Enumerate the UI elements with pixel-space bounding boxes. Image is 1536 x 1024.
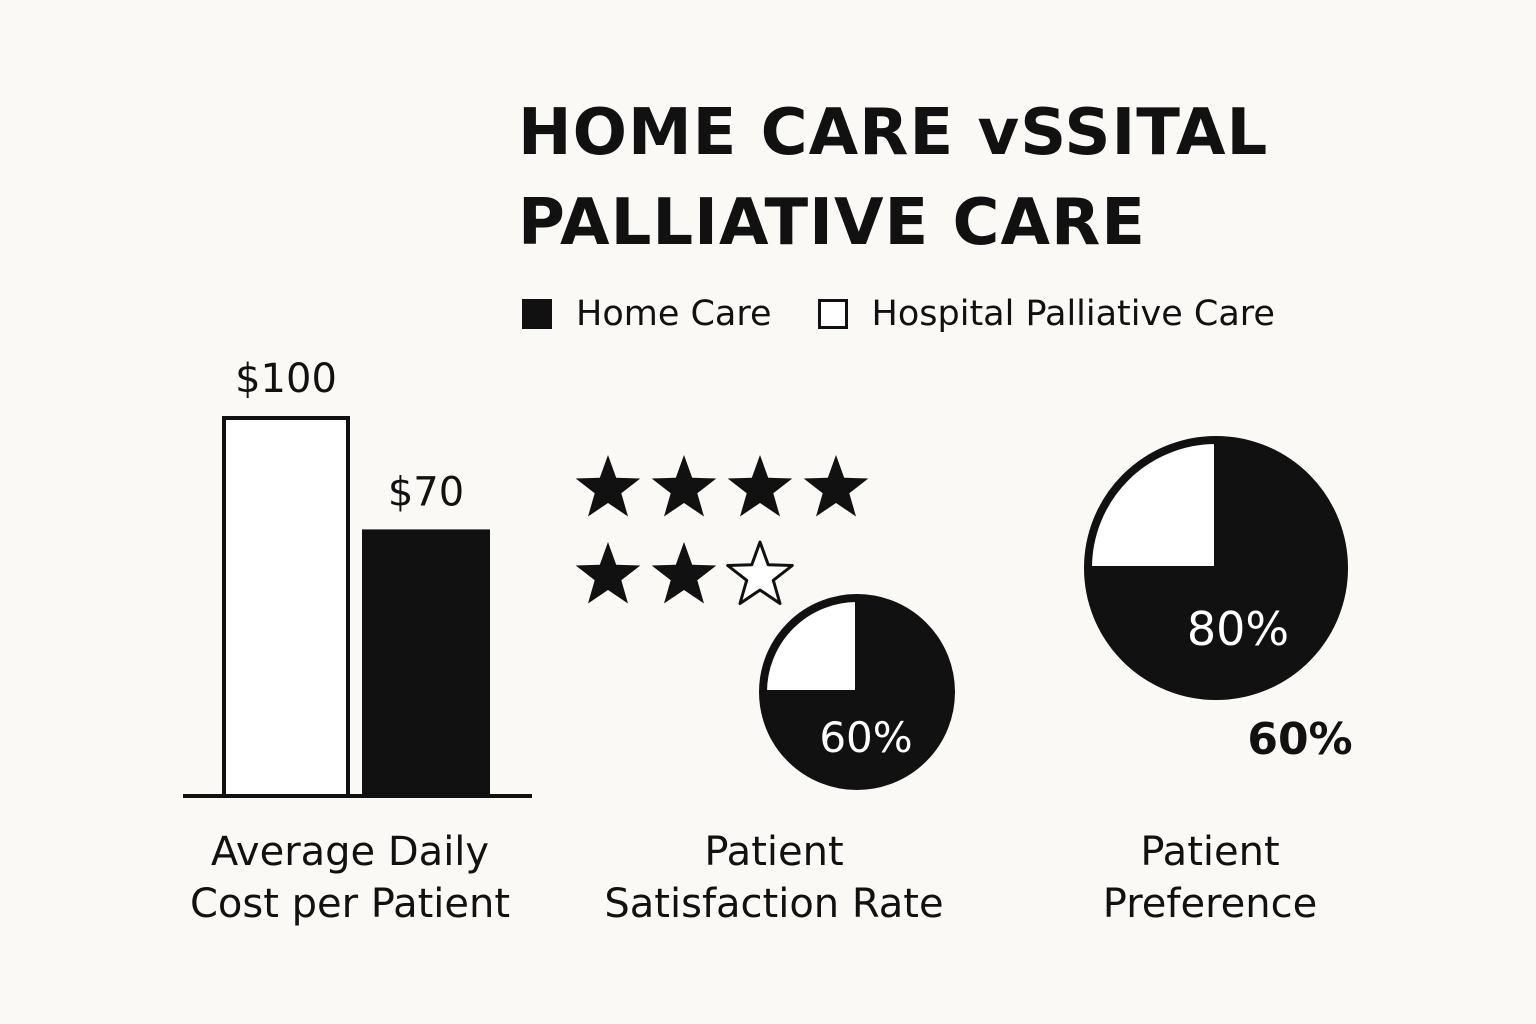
star-filled-icon (727, 455, 793, 517)
preference-pie-label: 80% (1187, 602, 1289, 656)
legend-label-hospital: Hospital Palliative Care (871, 294, 1275, 334)
caption-cost-line-1: Average Daily (210, 829, 490, 875)
star-filled-icon (575, 542, 641, 604)
preference-extra-label: 60% (1247, 714, 1352, 765)
star-outline-icon (726, 540, 794, 605)
bar-value-label-hospital: $100 (235, 356, 337, 402)
star-filled-icon (651, 455, 717, 517)
chart-title: HOME CARE vSSITAL PALLIATIVE CARE (518, 88, 1418, 268)
caption-preference: Patient Preference (1010, 826, 1410, 930)
bar-home-care (362, 529, 490, 799)
preference-pie-empty-slice (1087, 439, 1218, 570)
legend-swatch-home-care (522, 299, 552, 329)
legend-item-home-care: Home Care (522, 294, 772, 334)
caption-cost: Average Daily Cost per Patient (150, 826, 550, 930)
satisfaction-pie-label: 60% (819, 713, 912, 762)
title-line-2: PALLIATIVE CARE (518, 186, 1146, 260)
title-line-1: HOME CARE vSSITAL (518, 96, 1269, 170)
legend: Home Care Hospital Palliative Care (522, 294, 1321, 334)
caption-preference-line-1: Patient (1140, 829, 1280, 875)
caption-cost-line-2: Cost per Patient (189, 881, 511, 927)
star-filled-icon (575, 455, 641, 517)
legend-item-hospital: Hospital Palliative Care (817, 294, 1275, 334)
caption-satisfaction: Patient Satisfaction Rate (574, 826, 974, 930)
satisfaction-pie-empty-slice (762, 597, 859, 694)
caption-satisfaction-line-2: Satisfaction Rate (604, 881, 944, 927)
star-filled-icon (651, 542, 717, 604)
bar-value-label-home-care: $70 (388, 469, 464, 515)
caption-satisfaction-line-1: Patient (704, 829, 844, 875)
legend-label-home-care: Home Care (576, 294, 772, 334)
legend-swatch-hospital (817, 299, 848, 329)
bar-hospital (222, 416, 350, 798)
caption-preference-line-2: Preference (1102, 881, 1318, 927)
star-filled-icon (803, 455, 869, 517)
